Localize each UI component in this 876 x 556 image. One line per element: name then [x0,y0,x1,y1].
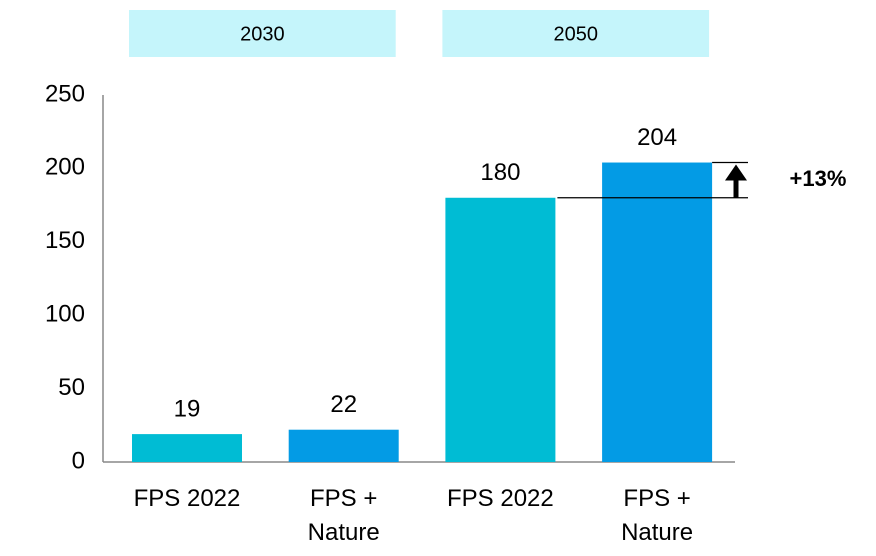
bar [602,162,713,462]
value-label: 19 [174,395,201,422]
value-label: 22 [330,391,357,418]
value-label: 180 [480,159,520,186]
y-tick-label: 50 [58,374,85,401]
x-tick-label: FPS + Nature [621,485,694,546]
bar [288,429,399,462]
y-tick-label: 150 [45,227,85,254]
y-tick-label: 100 [45,301,85,328]
x-tick-label: FPS 2022 [133,485,241,512]
group-label: 2030 [240,23,285,45]
bar [445,197,556,462]
y-tick-label: 200 [45,154,85,181]
value-label: 204 [637,124,677,151]
group-box [129,10,396,57]
y-tick-label: 250 [45,80,85,107]
y-tick-label: 0 [72,447,85,474]
arrow-head [725,164,747,181]
bar [132,434,242,462]
group-box [442,10,710,57]
x-tick-label: FPS + Nature [307,485,380,546]
x-tick-label: FPS 2022 [447,485,554,512]
group-label: 2050 [554,23,599,45]
annotation: +13% [790,166,847,191]
